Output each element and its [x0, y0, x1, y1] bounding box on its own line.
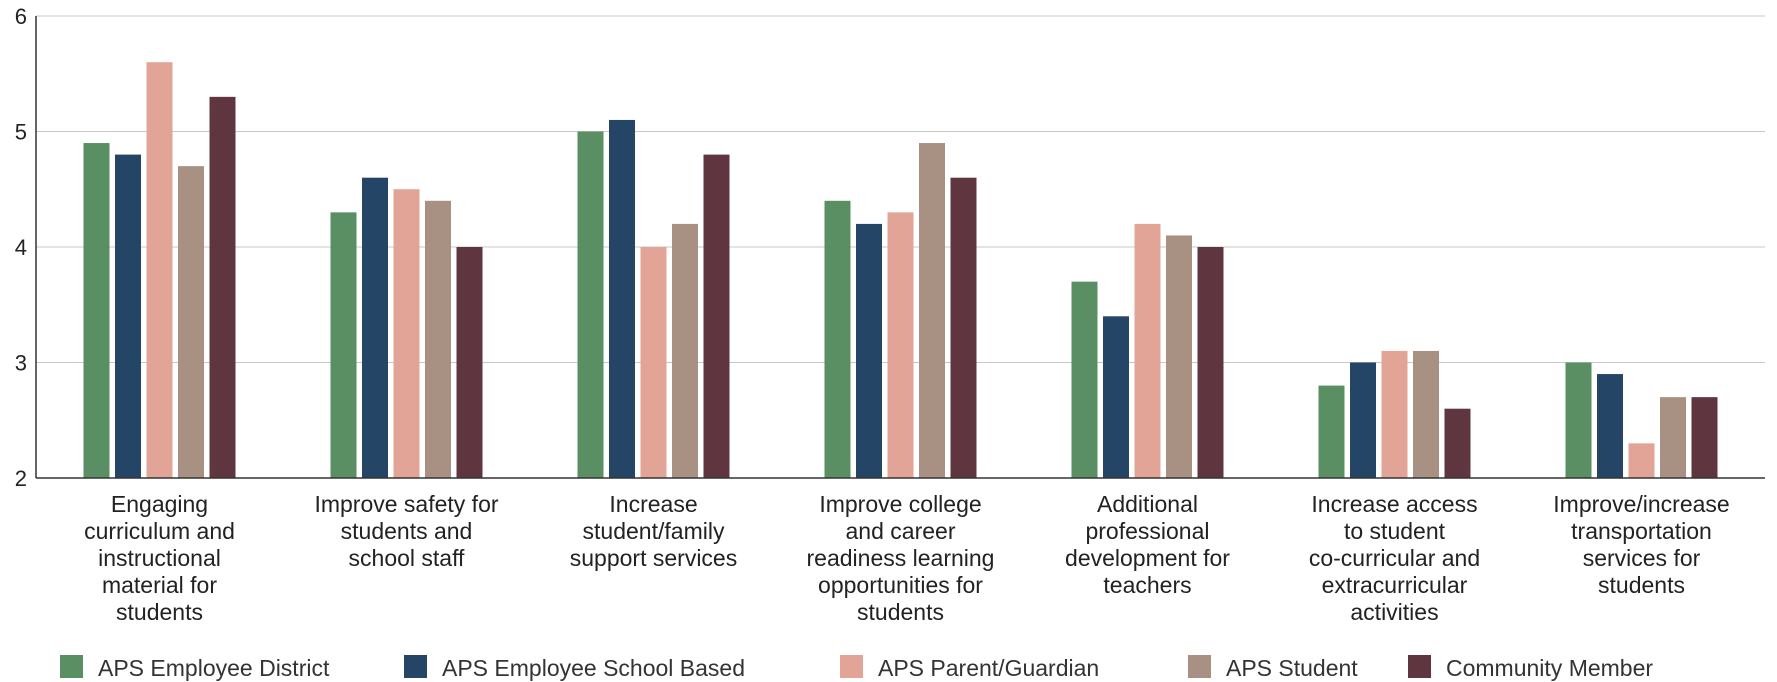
bar-community-member-4	[950, 177, 977, 478]
x-category-label-line: to student	[1344, 518, 1446, 544]
x-category-label-line: transportation	[1571, 518, 1712, 544]
bar-aps-parent-guardian-1	[146, 62, 173, 478]
bar-aps-parent-guardian-2	[393, 189, 420, 478]
bar-aps-student-3	[672, 223, 698, 478]
x-category-label-line: professional	[1085, 518, 1209, 544]
bar-aps-employee-school-based-1	[115, 154, 141, 478]
x-category-label: Increase access to student co-curricular a…	[1309, 491, 1480, 625]
x-category-label-line: opportunities for	[818, 572, 983, 598]
x-category-label-line: students	[116, 599, 203, 625]
bar-aps-parent-guardian-6	[1381, 350, 1408, 478]
legend-label: Community Member	[1446, 655, 1653, 681]
bar-aps-employee-district-7	[1565, 362, 1592, 478]
bar-aps-employee-district-1	[83, 143, 110, 479]
axes	[35, 16, 1765, 479]
bar-aps-employee-district-5	[1071, 281, 1098, 478]
x-category-label-line: teachers	[1103, 572, 1191, 598]
x-category-label-line: extracurricular	[1322, 572, 1468, 598]
x-category-label: Improve/increase transportation services f…	[1553, 491, 1729, 598]
x-category-label-line: readiness learning	[807, 545, 995, 571]
bar-aps-student-2	[425, 200, 451, 479]
bar-aps-employee-school-based-6	[1350, 362, 1376, 478]
x-category-label-line: students	[1598, 572, 1685, 598]
y-tick-label: 5	[15, 120, 27, 145]
x-category-label-line: student/family	[583, 518, 725, 544]
legend: APS Employee District APS Employee School…	[60, 655, 1653, 681]
y-tick-label: 6	[15, 4, 27, 29]
bar-aps-employee-school-based-4	[856, 223, 882, 478]
x-category-label: Engaging curriculum and instructional mater…	[84, 491, 235, 625]
bar-aps-student-5	[1166, 235, 1192, 478]
bar-community-member-5	[1197, 247, 1224, 478]
bar-aps-student-7	[1660, 397, 1686, 478]
legend-swatch	[840, 655, 863, 678]
x-category-label-line: Improve safety for	[314, 491, 498, 517]
x-axis-category-labels: Engaging curriculum and instructional mater…	[84, 491, 1730, 625]
bar-aps-employee-school-based-2	[362, 177, 388, 478]
x-category-label-line: and career	[846, 518, 956, 544]
legend-label: APS Student	[1226, 655, 1358, 681]
x-category-label: Additional professional development for tea…	[1065, 491, 1230, 598]
x-category-label-line: curriculum and	[84, 518, 235, 544]
x-category-label-line: Increase	[609, 491, 697, 517]
bar-aps-student-1	[178, 166, 204, 478]
x-category-label-line: Increase access	[1311, 491, 1477, 517]
y-axis-ticks: 2 3 4 5 6	[15, 4, 27, 491]
bar-aps-employee-school-based-7	[1597, 374, 1623, 478]
legend-swatch	[1188, 655, 1211, 678]
bar-aps-student-4	[919, 143, 945, 479]
x-category-label: Improve college and career readiness learn…	[807, 491, 995, 625]
x-category-label-line: support services	[570, 545, 737, 571]
legend-label: APS Employee District	[98, 655, 330, 681]
y-tick-label: 4	[15, 235, 27, 260]
bar-community-member-1	[209, 96, 236, 478]
x-category-label-line: Additional	[1097, 491, 1198, 517]
bar-aps-employee-district-2	[330, 212, 357, 478]
legend-swatch	[60, 655, 83, 678]
bar-aps-employee-district-4	[824, 200, 851, 479]
bar-community-member-3	[703, 154, 730, 478]
bar-community-member-6	[1444, 408, 1471, 478]
x-category-label-line: development for	[1065, 545, 1230, 571]
x-category-label-line: services for	[1583, 545, 1701, 571]
legend-swatch	[1408, 655, 1431, 678]
bar-community-member-2	[456, 247, 483, 478]
x-category-label-line: school staff	[349, 545, 466, 571]
bar-aps-student-6	[1413, 350, 1439, 478]
x-category-label-line: material for	[102, 572, 217, 598]
y-tick-label: 2	[15, 466, 27, 491]
bar-aps-employee-district-6	[1318, 385, 1345, 478]
bar-aps-parent-guardian-7	[1628, 443, 1655, 478]
bar-aps-employee-district-3	[577, 131, 604, 478]
x-category-label-line: activities	[1350, 599, 1438, 625]
x-category-label-line: students	[857, 599, 944, 625]
x-category-label-line: students and	[341, 518, 473, 544]
legend-label: APS Parent/Guardian	[878, 655, 1099, 681]
legend-label: APS Employee School Based	[442, 655, 745, 681]
x-category-label-line: Improve college	[819, 491, 981, 517]
bar-aps-employee-school-based-5	[1103, 316, 1129, 478]
x-category-label-line: Engaging	[111, 491, 208, 517]
bar-aps-parent-guardian-5	[1134, 223, 1161, 478]
bars	[83, 62, 1718, 479]
legend-swatch	[404, 655, 427, 678]
x-category-label: Increase student/family support services	[570, 491, 737, 571]
x-category-label-line: co-curricular and	[1309, 545, 1480, 571]
x-category-label: Improve safety for students and school sta…	[314, 491, 498, 571]
y-tick-label: 3	[15, 351, 27, 376]
bar-community-member-7	[1691, 397, 1718, 478]
x-category-label-line: instructional	[98, 545, 221, 571]
bar-aps-employee-school-based-3	[609, 119, 635, 478]
x-category-label-line: Improve/increase	[1553, 491, 1729, 517]
bar-aps-parent-guardian-3	[640, 247, 667, 478]
bar-aps-parent-guardian-4	[887, 212, 914, 478]
